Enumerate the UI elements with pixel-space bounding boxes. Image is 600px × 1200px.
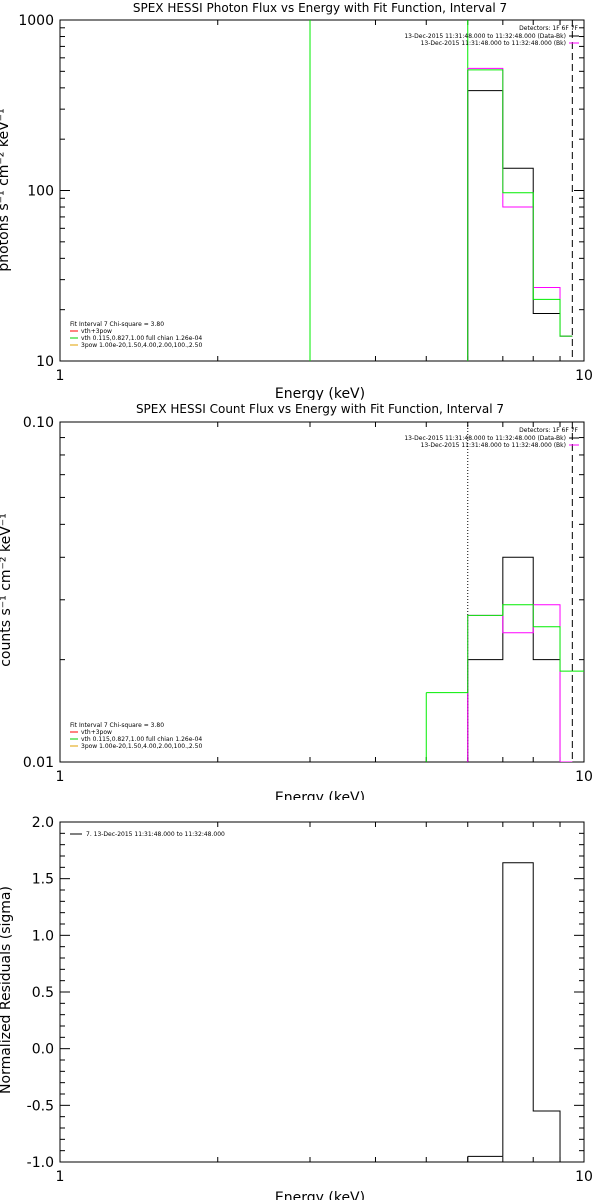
y-tick-label: 10 [36,354,54,370]
legend-entry: 7. 13-Dec-2015 11:31:48.000 to 11:32:48.… [86,831,225,838]
histogram-series-1 [467,604,573,762]
residuals-panel: Energy (keV) Normalized Residuals (sigma… [0,815,593,1200]
legend-entry: 13-Dec-2015 11:31:48.000 to 11:32:48.000… [421,40,566,47]
legend-entry: 13-Dec-2015 11:31:48.000 to 11:32:48.000… [404,33,566,40]
y-tick-label: 0.01 [23,755,54,771]
histogram-series-1 [467,67,573,337]
x-tick-label: 1 [56,368,65,384]
histogram-series-0 [467,862,573,1162]
y-tick-label: 0.5 [32,985,54,1001]
legend-entry: 3pow 1.00e-20,1.50,4.00,2.00,100.,2.50 [81,342,202,349]
legend-entry: Fit Interval 7 Chi-square = 3.80 [70,722,164,729]
residuals-ylabel: Normalized Residuals (sigma) [0,886,14,1094]
plot-data-group [467,862,573,1162]
legend-entry: vth 0.115,0.827,1.00 full chian 1.26e-04 [81,335,202,342]
histogram-series-0 [467,556,573,762]
plot-frame [59,821,585,1163]
legend-entry: Fit Interval 7 Chi-square = 3.80 [70,321,164,328]
legend-entry: vth+3pow [81,729,112,736]
detectors-label: Detectors: 1F 6F 7F [519,25,578,32]
x-tick-label: 1 [56,1169,65,1185]
count-flux-title: SPEX HESSI Count Flux vs Energy with Fit… [136,402,504,416]
y-tick-label: 1.5 [32,872,54,888]
y-tick-label: -1.0 [27,1155,54,1171]
histogram-series-2 [467,69,573,337]
x-tick-label: 10 [575,368,593,384]
count-flux-ylabel: counts s⁻¹ cm⁻² keV⁻¹ [0,513,14,667]
y-tick-label: 100 [27,184,54,200]
photon-flux-title: SPEX HESSI Photon Flux vs Energy with Fi… [133,1,507,15]
photon-flux-ylabel: photons s⁻¹ cm⁻² keV⁻¹ [0,108,12,271]
y-tick-label: 0.0 [32,1042,54,1058]
plot-frame [59,421,585,763]
plot-data-group [425,422,584,762]
y-tick-label: 2.0 [32,815,54,831]
plot-frame [59,19,585,362]
legend-entry: vth 0.115,0.827,1.00 full chian 1.26e-04 [81,736,202,743]
plot-data-group [309,20,573,361]
photon-flux-panel: SPEX HESSI Photon Flux vs Energy with Fi… [0,1,593,400]
y-tick-label: 0.10 [23,415,54,431]
y-tick-label: 1000 [18,13,54,29]
x-tick-label: 10 [575,769,593,785]
x-tick-label: 1 [56,769,65,785]
legend-entry: 13-Dec-2015 11:31:48.000 to 11:32:48.000… [421,442,566,449]
y-tick-label: 1.0 [32,928,54,944]
photon-flux-xlabel: Energy (keV) [275,386,365,400]
legend-entry: vth+3pow [81,328,112,335]
x-tick-label: 10 [575,1169,593,1185]
legend-entry: 13-Dec-2015 11:31:48.000 to 11:32:48.000… [404,435,566,442]
detectors-label: Detectors: 1F 6F 7F [519,427,578,434]
residuals-xlabel: Energy (keV) [275,1190,365,1200]
legend-entry: 3pow 1.00e-20,1.50,4.00,2.00,100.,2.50 [81,743,202,750]
count-flux-xlabel: Energy (keV) [275,790,365,800]
count-flux-panel: SPEX HESSI Count Flux vs Energy with Fit… [0,402,593,800]
histogram-series-2 [426,604,584,694]
y-tick-label: -0.5 [27,1098,54,1114]
